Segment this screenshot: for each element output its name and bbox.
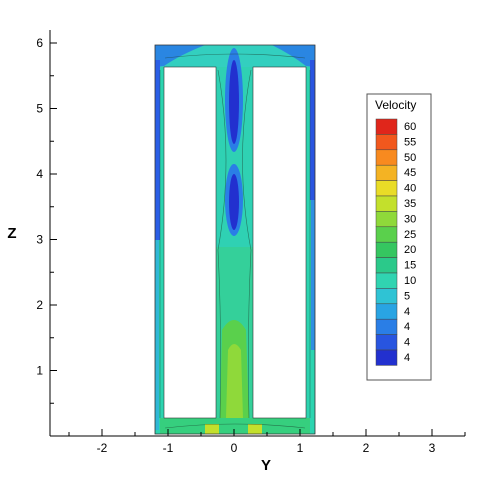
- legend: Velocity 60 55 50 45 40 35 30 25 20 15 10 5 4 4 4 4: [366, 93, 432, 381]
- x-tick-label: 2: [363, 441, 370, 455]
- legend-level-label: 55: [404, 136, 416, 148]
- x-axis-label: Y: [261, 457, 271, 474]
- legend-level-label: 15: [404, 260, 416, 272]
- legend-swatch: [375, 303, 398, 320]
- y-tick-label: 2: [36, 298, 43, 312]
- x-ticks: -2 -1 0 1 2 3: [68, 429, 466, 455]
- legend-swatch: [375, 164, 398, 181]
- legend-level-label: 40: [404, 183, 416, 195]
- center-jet-core: [226, 344, 243, 418]
- legend-level-label: 50: [404, 152, 416, 164]
- legend-swatch: [375, 241, 398, 258]
- right-wall-low-velocity-lower: [311, 200, 315, 350]
- legend-swatch: [375, 195, 398, 212]
- y-ticks: 1 2 3 4 5 6: [36, 36, 57, 404]
- legend-title: Velocity: [375, 98, 416, 112]
- center-vortex-lower-core: [229, 174, 239, 230]
- legend-level-label: 25: [404, 229, 416, 241]
- legend-swatch: [375, 272, 398, 289]
- top-right-corner-jet: [272, 45, 315, 67]
- legend-swatch: [375, 334, 398, 351]
- x-tick-label: 3: [429, 441, 436, 455]
- right-wall-low-velocity: [310, 60, 315, 200]
- legend-level-label: 4: [404, 352, 410, 364]
- legend-level-label: 60: [404, 121, 416, 133]
- legend-level-label: 30: [404, 213, 416, 225]
- legend-swatch: [375, 226, 398, 243]
- legend-swatch: [375, 118, 398, 135]
- right-column-cutout: [252, 66, 307, 419]
- bottom-hot-spot-left: [205, 424, 219, 434]
- left-column-cutout: [163, 66, 217, 419]
- y-tick-label: 3: [36, 233, 43, 247]
- legend-swatch: [375, 211, 398, 228]
- y-tick-label: 6: [36, 36, 43, 50]
- legend-level-label: 20: [404, 244, 416, 256]
- legend-swatch: [375, 257, 398, 274]
- x-tick-label: -2: [97, 441, 108, 455]
- legend-level-label: 10: [404, 275, 416, 287]
- x-tick-label: 0: [231, 441, 238, 455]
- legend-swatch: [375, 180, 398, 197]
- legend-level-label: 5: [404, 290, 410, 302]
- legend-swatch: [375, 134, 398, 151]
- left-wall-low-velocity-lower: [155, 240, 159, 430]
- legend-swatch: [375, 349, 398, 366]
- x-tick-label: 1: [297, 441, 304, 455]
- y-axis-label: Z: [7, 225, 16, 242]
- legend-swatch: [375, 318, 398, 335]
- velocity-field: [154, 44, 316, 435]
- x-tick-label: -1: [163, 441, 174, 455]
- y-tick-label: 4: [36, 167, 43, 181]
- legend-level-label: 4: [404, 306, 410, 318]
- legend-level-label: 35: [404, 198, 416, 210]
- legend-level-label: 4: [404, 337, 410, 349]
- flow-domain-outline: [154, 44, 316, 435]
- legend-level-label: 4: [404, 321, 410, 333]
- center-vortex-upper-core: [229, 60, 239, 144]
- left-wall-low-velocity: [155, 60, 160, 240]
- legend-level-label: 45: [404, 167, 416, 179]
- legend-items: 60 55 50 45 40 35 30 25 20 15 10 5 4 4 4 4: [375, 118, 416, 366]
- contour-lines: [159, 53, 311, 429]
- top-left-corner-jet: [155, 45, 205, 67]
- bottom-channel-zone: [160, 418, 310, 434]
- y-tick-label: 5: [36, 102, 43, 116]
- legend-swatch: [375, 149, 398, 166]
- legend-swatch: [375, 288, 398, 305]
- y-tick-label: 1: [36, 364, 43, 378]
- bottom-hot-spot-right: [248, 424, 262, 434]
